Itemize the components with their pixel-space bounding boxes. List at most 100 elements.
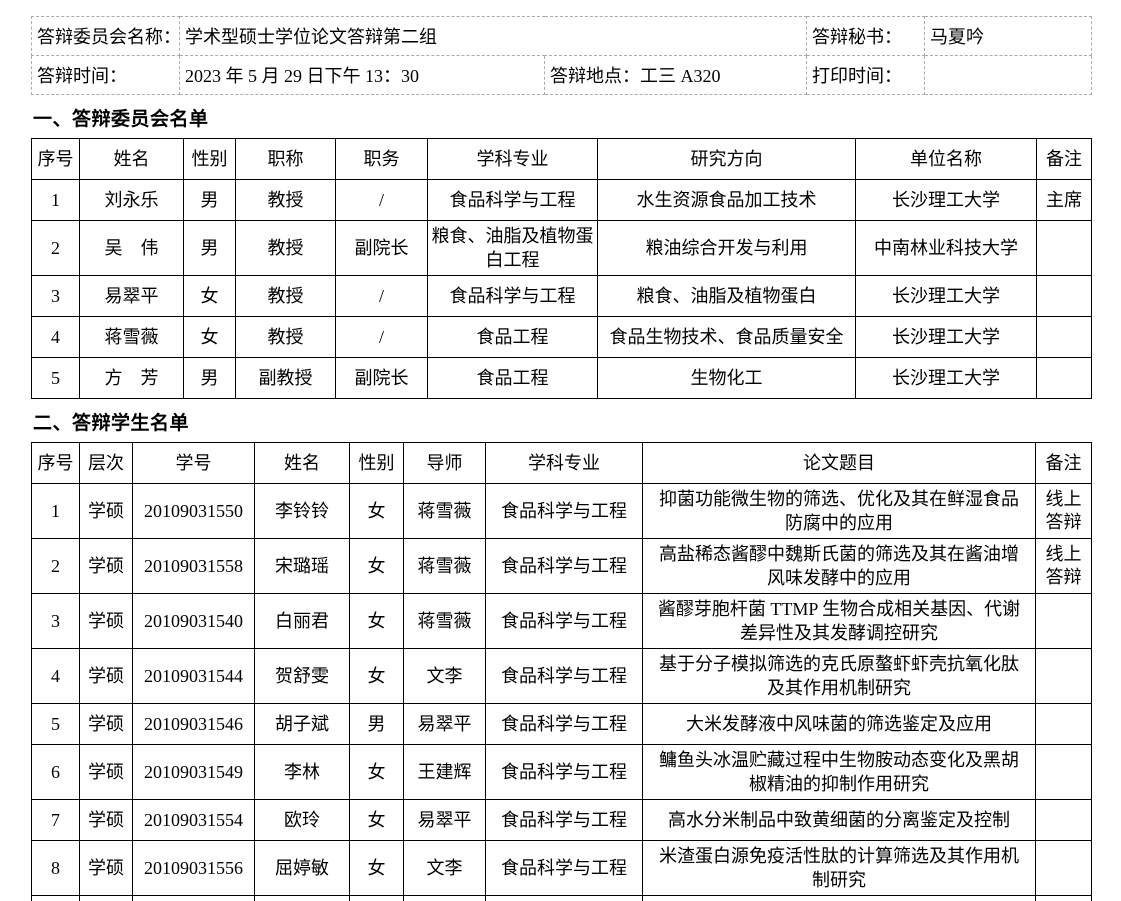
table-row: 8 学硕 20109031556 屈婷敏女文李 食品科学与工程 米渣蛋白源免疫活性肽的计算… <box>31 840 1092 896</box>
table-cell: 学硕 <box>79 799 133 841</box>
table-cell: 长沙理工大学 <box>855 275 1037 317</box>
info-row-2: 答辩时间： 2023 年 5 月 29 日下午 13：30 答辩地点：工三 A3… <box>31 55 1092 95</box>
table-cell <box>1035 799 1092 841</box>
table-cell <box>1035 895 1092 901</box>
table-cell: 屈婷敏 <box>254 840 350 896</box>
table-cell: 高水分米制品中致黄细菌的分离鉴定及控制 <box>642 799 1036 841</box>
table-cell: 学硕 <box>79 703 133 745</box>
table-cell: 4 <box>31 648 80 704</box>
table-cell: 女 <box>349 799 404 841</box>
table-cell: 7 <box>31 799 80 841</box>
table-cell: 宋璐瑶 <box>254 538 350 594</box>
table-cell: 副教授 <box>235 357 336 399</box>
table-cell <box>1035 840 1092 896</box>
table-cell: 刘永乐 <box>79 179 184 221</box>
table-cell <box>1035 744 1092 800</box>
table-cell: 蒋雪薇 <box>403 538 486 594</box>
column-header: 学号 <box>132 442 255 484</box>
table-cell: 学硕 <box>79 483 133 539</box>
table-cell: 中南林业科技大学 <box>855 220 1037 276</box>
table-cell: 长沙理工大学 <box>855 316 1037 358</box>
table-row: 1 刘永乐男教授 / 食品科学与工程 水生资源食品加工技术 长沙理工大学 主席 <box>31 179 1092 221</box>
column-header: 学科专业 <box>485 442 643 484</box>
table-cell: 食品科学与工程 <box>485 648 643 704</box>
table-cell: 文李 <box>403 840 486 896</box>
table-cell: 教授 <box>235 179 336 221</box>
table-cell: 2 <box>31 538 80 594</box>
time-label: 答辩时间： <box>31 55 180 95</box>
table-cell: 男 <box>349 895 404 901</box>
column-header: 性别 <box>349 442 404 484</box>
students-table: 序号 层次 学号 姓名 性别 导师 学科专业 论文题目 备注 1 学硕 20109031550 李铃铃… <box>31 442 1092 901</box>
table-cell: 男 <box>183 179 236 221</box>
table-cell: 食品科学与工程 <box>427 179 598 221</box>
table-cell: 李林 <box>254 744 350 800</box>
table-cell: 酱醪芽胞杆菌 TTMP 生物合成相关基因、代谢差异性及其发酵调控研究 <box>642 593 1036 649</box>
table-cell: 易翠平 <box>79 275 184 317</box>
table-cell: 水生资源食品加工技术 <box>597 179 856 221</box>
table-cell: 4 <box>31 316 80 358</box>
table-row: 6 学硕 20109031549 李林女王建辉 食品科学与工程 鳙鱼头冰温贮藏过程中生物胺… <box>31 744 1092 800</box>
table-cell: 胡子斌 <box>254 703 350 745</box>
table-cell: 学硕 <box>79 538 133 594</box>
table-cell <box>1036 316 1092 358</box>
column-header: 性别 <box>183 138 236 180</box>
table-cell: 学硕 <box>79 648 133 704</box>
column-header: 序号 <box>31 442 80 484</box>
table-cell: 女 <box>349 744 404 800</box>
print-time-value <box>924 55 1092 95</box>
table-cell <box>1035 703 1092 745</box>
table-cell: 生物化工 <box>597 357 856 399</box>
students-header-row: 序号 层次 学号 姓名 性别 导师 学科专业 论文题目 备注 <box>31 442 1092 484</box>
table-cell: 大米发酵液中风味菌的筛选鉴定及应用 <box>642 703 1036 745</box>
table-cell: 易翠平 <box>403 799 486 841</box>
table-cell: 米渣蛋白源免疫活性肽的计算筛选及其作用机制研究 <box>642 840 1036 896</box>
table-cell: 食品科学与工程 <box>427 275 598 317</box>
location-value: 工三 A320 <box>640 66 721 86</box>
table-row: 3 易翠平女教授 / 食品科学与工程 粮食、油脂及植物蛋白 长沙理工大学 <box>31 275 1092 317</box>
table-cell: 副院长 <box>335 220 428 276</box>
section1-title: 一、答辩委员会名单 <box>33 109 209 130</box>
table-cell: 食品科学与工程 <box>485 593 643 649</box>
table-row: 5 学硕 20109031546 胡子斌男易翠平 食品科学与工程 大米发酵液中风味菌的筛选… <box>31 703 1092 745</box>
table-cell: 教授 <box>235 275 336 317</box>
section2-title: 二、答辩学生名单 <box>33 413 190 434</box>
table-cell: 8 <box>31 840 80 896</box>
table-cell: 食品生物技术、食品质量安全 <box>597 316 856 358</box>
table-cell: 20109031546 <box>132 703 255 745</box>
table-cell: 20109031550 <box>132 483 255 539</box>
location-label: 答辩地点： <box>550 66 640 86</box>
column-header: 姓名 <box>254 442 350 484</box>
table-cell: 教授 <box>235 220 336 276</box>
column-header: 研究方向 <box>597 138 856 180</box>
table-cell <box>1035 593 1092 649</box>
table-cell: 20109031544 <box>132 648 255 704</box>
table-cell: 20109031556 <box>132 840 255 896</box>
table-cell: 男 <box>183 357 236 399</box>
table-cell: 文李 <box>403 648 486 704</box>
table-cell: 食品科学与工程 <box>485 538 643 594</box>
table-cell: 贺舒雯 <box>254 648 350 704</box>
committee-name-label: 答辩委员会名称： <box>31 16 180 56</box>
print-time-label: 打印时间： <box>806 55 925 95</box>
table-cell: 王耀耀 <box>254 895 350 901</box>
table-cell: 吴 伟 <box>79 220 184 276</box>
table-cell: 食品科学与工程 <box>485 744 643 800</box>
column-header: 职务 <box>335 138 428 180</box>
table-cell: 食品科学与工程 <box>485 483 643 539</box>
table-cell: 基于分子模拟筛选的克氏原螯虾虾壳抗氧化肽及其作用机制研究 <box>642 648 1036 704</box>
table-cell: 粮食、油脂及植物蛋白 <box>597 275 856 317</box>
column-header: 学科专业 <box>427 138 598 180</box>
table-cell: 9 <box>31 895 80 901</box>
table-cell: 20109031554 <box>132 799 255 841</box>
table-cell: 线上答辩 <box>1035 483 1092 539</box>
column-header: 职称 <box>235 138 336 180</box>
table-cell: 线上答辩 <box>1035 538 1092 594</box>
table-cell: 1 <box>31 179 80 221</box>
table-cell: 蒋雪薇 <box>79 316 184 358</box>
table-cell: 食品科学与工程 <box>485 703 643 745</box>
column-header: 序号 <box>31 138 80 180</box>
table-cell: 方芳 <box>403 895 486 901</box>
